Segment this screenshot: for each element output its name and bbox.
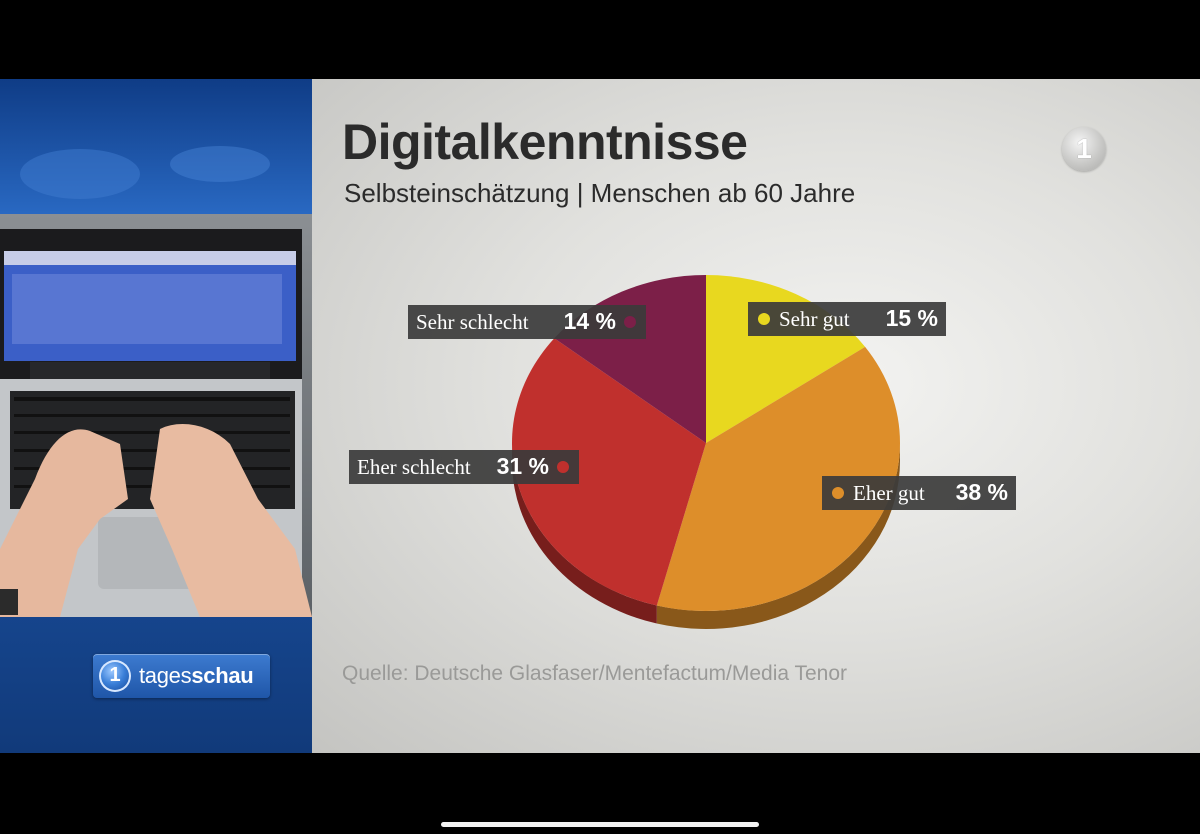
tagesschau-emblem-icon: 1 [99, 660, 131, 692]
tagesschau-logo: 1 tagesschau [93, 654, 270, 698]
home-indicator [441, 822, 759, 827]
chart-subtitle: Selbsteinschätzung | Menschen ab 60 Jahr… [344, 178, 856, 208]
brand-bold: schau [191, 663, 254, 688]
ard-das-erste-logo-icon: 1 [1062, 127, 1106, 171]
left-video-panel: 1 tagesschau [0, 79, 312, 753]
emblem-glyph: 1 [109, 664, 121, 686]
chart-title: Digitalkenntnisse [342, 114, 748, 170]
infographic-panel: Digitalkenntnisse Selbsteinschätzung | M… [312, 79, 1200, 753]
brand-prefix: tages [139, 663, 192, 688]
ard-glyph: 1 [1076, 133, 1092, 164]
laptop-photo [0, 79, 312, 617]
broadcast-frame: 1 tagesschau Digitalkenntnisse Selbstein… [0, 79, 1200, 753]
source-note: Quelle: Deutsche Glasfaser/Mentefactum/M… [342, 662, 848, 685]
brand-wordmark: tagesschau [139, 663, 254, 689]
